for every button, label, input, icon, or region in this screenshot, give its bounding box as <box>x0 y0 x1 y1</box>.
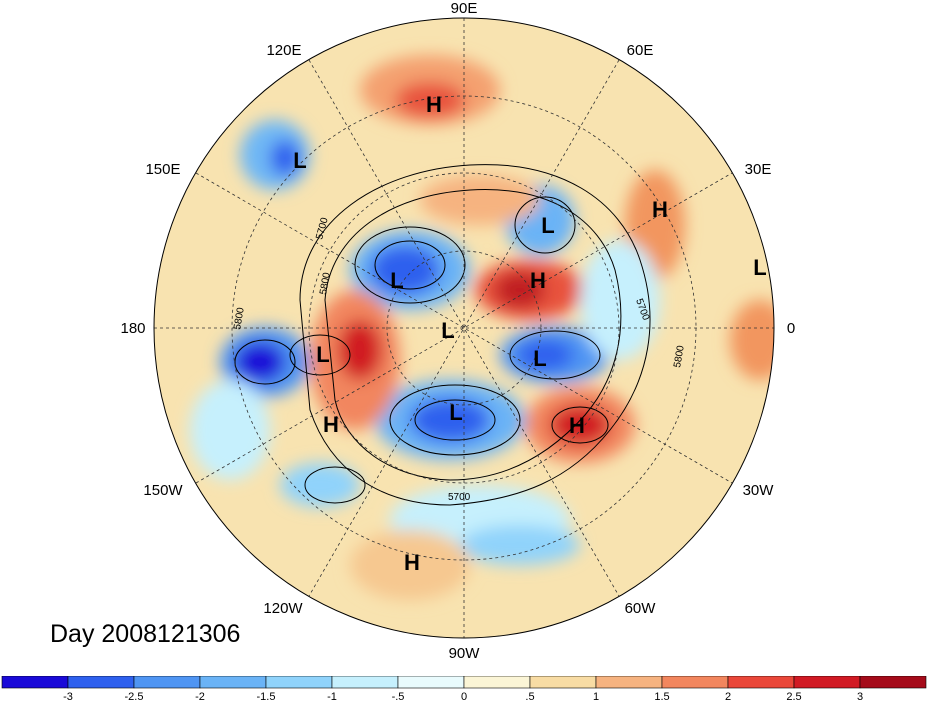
lon-label-60w: 60W <box>625 600 657 617</box>
colorbar-swatch <box>793 676 861 689</box>
colorbar-tick-label: .5 <box>525 691 534 702</box>
high-center: H <box>652 197 668 222</box>
colorbar-tick-label: -2.5 <box>125 691 144 702</box>
colorbar-swatch <box>661 676 729 689</box>
low-center: L <box>390 268 403 293</box>
colorbar-tick-label: -2 <box>195 691 205 702</box>
anomaly-field <box>154 18 774 638</box>
colorbar-swatch <box>265 676 333 689</box>
colorbar-tick-label: -1 <box>327 691 337 702</box>
colorbar-tick-label: -.5 <box>392 691 405 702</box>
colorbar-swatch <box>1 676 69 689</box>
colorbar-swatch <box>67 676 135 689</box>
low-center: L <box>441 318 454 343</box>
high-center: H <box>426 92 442 117</box>
low-center: L <box>533 346 546 371</box>
map-border <box>153 17 775 639</box>
colorbar-tick-label: 0 <box>461 691 467 702</box>
lon-label-60e: 60E <box>627 42 654 59</box>
colorbar-tick-label: 2.5 <box>786 691 801 702</box>
low-center: L <box>316 342 329 367</box>
high-center: H <box>323 412 339 437</box>
date-title: Day 2008121306 <box>50 620 241 648</box>
lon-label-150w: 150W <box>143 482 183 499</box>
low-center: L <box>293 148 306 173</box>
colorbar: -3 -2.5 -2 -1.5 -1 -.5 0 .5 1 1.5 2 2.5 3 <box>1 676 927 702</box>
colorbar-swatch <box>331 676 399 689</box>
low-center: L <box>449 400 462 425</box>
colorbar-tick-label: 3 <box>857 691 863 702</box>
lon-label-180: 180 <box>120 320 145 337</box>
high-center: H <box>404 550 420 575</box>
colorbar-swatch <box>133 676 201 689</box>
lon-label-90e: 90E <box>451 0 478 17</box>
colorbar-swatch <box>529 676 597 689</box>
lon-label-90w: 90W <box>449 645 481 662</box>
graticule <box>154 18 774 638</box>
colorbar-swatch <box>727 676 795 689</box>
lon-label-0: 0 <box>787 320 795 337</box>
pressure-centers: H L L H L L H L L L L H H H <box>293 92 766 575</box>
colorbar-tick-label: -1.5 <box>257 691 276 702</box>
polar-map: 90E 60E 30E 0 30W 60W 90W 120W 150W 180 … <box>120 0 795 662</box>
lon-label-120e: 120E <box>266 42 301 59</box>
high-center: H <box>569 413 585 438</box>
colorbar-tick-label: -3 <box>63 691 73 702</box>
colorbar-swatch <box>859 676 927 689</box>
colorbar-swatch <box>397 676 465 689</box>
colorbar-tick-label: 1 <box>593 691 599 702</box>
low-center: L <box>753 255 766 280</box>
colorbar-swatch <box>199 676 267 689</box>
contour-label: 5800 <box>672 344 687 368</box>
colorbar-swatch <box>463 676 531 689</box>
height-contours <box>234 164 651 506</box>
colorbar-tick-label: 1.5 <box>654 691 669 702</box>
colorbar-swatch <box>595 676 663 689</box>
lon-label-30e: 30E <box>745 161 772 178</box>
contour-label: 5800 <box>232 306 247 330</box>
lon-label-30w: 30W <box>743 482 775 499</box>
high-center: H <box>530 268 546 293</box>
colorbar-tick-label: 2 <box>725 691 731 702</box>
low-center: L <box>541 213 554 238</box>
contour-label: 5700 <box>448 492 471 503</box>
lon-label-150e: 150E <box>145 161 180 178</box>
contour-label: 5800 <box>318 271 333 295</box>
lon-label-120w: 120W <box>263 600 303 617</box>
longitude-labels: 90E 60E 30E 0 30W 60W 90W 120W 150W 180 … <box>120 0 795 662</box>
